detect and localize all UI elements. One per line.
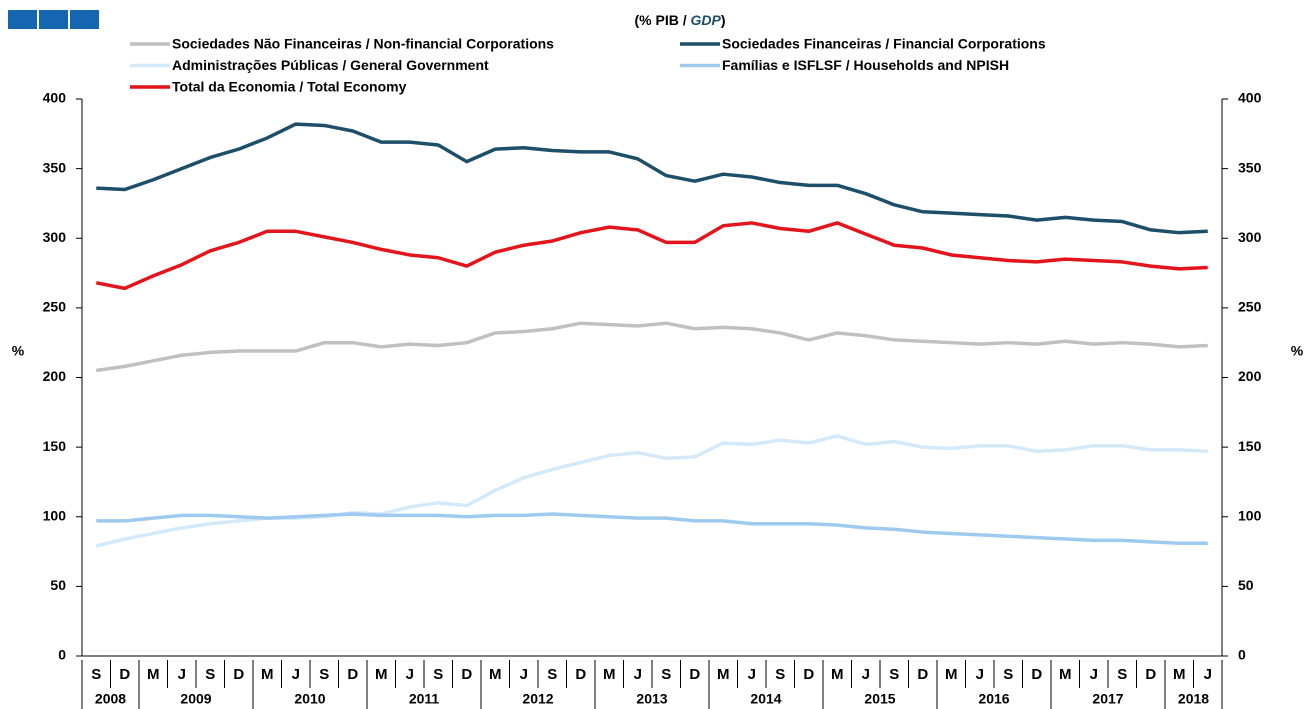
legend-label: Total da Economia / Total Economy — [172, 79, 407, 95]
x-tick-label: J — [1090, 666, 1098, 683]
y2-tick-label: 300 — [1238, 229, 1262, 245]
x-tick-label: M — [603, 666, 616, 683]
x-tick-label: J — [976, 666, 984, 683]
series-line — [95, 321, 1208, 373]
y2-tick-label: 100 — [1238, 507, 1262, 523]
x-tick-label: J — [862, 666, 870, 683]
x-group-label: 2008 — [95, 691, 126, 707]
x-group-label: 2018 — [1178, 691, 1209, 707]
logo-block — [8, 10, 37, 29]
x-tick-label: D — [119, 666, 130, 683]
x-tick-label: S — [889, 666, 899, 683]
x-tick-label: M — [375, 666, 388, 683]
x-tick-label: S — [775, 666, 785, 683]
series-line — [95, 221, 1208, 291]
series-line — [95, 434, 1208, 548]
x-tick-label: D — [917, 666, 928, 683]
x-tick-label: S — [1003, 666, 1013, 683]
y2-tick-label: 400 — [1238, 90, 1262, 106]
series-line — [96, 512, 1208, 545]
y2-tick-label: 0 — [1238, 647, 1246, 663]
logo-block — [39, 10, 68, 29]
x-group-label: 2015 — [864, 691, 895, 707]
y2-tick-label: 150 — [1238, 438, 1262, 454]
legend-label: Administrações Públicas / General Govern… — [172, 57, 489, 73]
x-group-label: 2013 — [636, 691, 667, 707]
y-tick-label: 200 — [43, 368, 67, 384]
x-tick-label: M — [1173, 666, 1186, 683]
legend-label: Sociedades Financeiras / Financial Corpo… — [722, 36, 1046, 52]
y-tick-label: 100 — [43, 507, 67, 523]
y-axis-label: % — [12, 343, 25, 359]
x-tick-label: M — [945, 666, 958, 683]
x-tick-label: D — [347, 666, 358, 683]
series-line — [96, 122, 1208, 235]
x-group-label: 2017 — [1092, 691, 1123, 707]
x-tick-label: D — [575, 666, 586, 683]
x-group-label: 2014 — [750, 691, 781, 707]
x-tick-label: S — [547, 666, 557, 683]
x-tick-label: D — [233, 666, 244, 683]
y-tick-label: 50 — [50, 577, 66, 593]
x-tick-label: J — [292, 666, 300, 683]
y2-tick-label: 50 — [1238, 577, 1254, 593]
y-tick-label: 400 — [43, 90, 67, 106]
title-emphasis: GDP — [691, 12, 722, 28]
x-tick-label: J — [406, 666, 414, 683]
x-tick-label: S — [91, 666, 101, 683]
y-tick-label: 0 — [58, 647, 66, 663]
x-tick-label: M — [831, 666, 844, 683]
x-tick-label: S — [433, 666, 443, 683]
x-tick-label: M — [1059, 666, 1072, 683]
logo-block — [70, 10, 99, 29]
x-group-label: 2010 — [294, 691, 325, 707]
x-tick-label: S — [661, 666, 671, 683]
y-tick-label: 350 — [43, 159, 67, 175]
x-tick-label: M — [261, 666, 274, 683]
x-tick-label: S — [319, 666, 329, 683]
x-tick-label: D — [461, 666, 472, 683]
x-tick-label: J — [178, 666, 186, 683]
x-tick-label: J — [520, 666, 528, 683]
x-tick-label: J — [1204, 666, 1212, 683]
x-group-label: 2011 — [409, 691, 440, 707]
x-tick-label: M — [717, 666, 730, 683]
title-text: (% PIB / — [634, 12, 690, 28]
x-tick-label: D — [803, 666, 814, 683]
x-tick-label: J — [634, 666, 642, 683]
y-tick-label: 150 — [43, 438, 67, 454]
x-group-label: 2009 — [180, 691, 211, 707]
y2-axis-label: % — [1291, 343, 1304, 359]
x-tick-label: S — [1117, 666, 1127, 683]
chart-title: (% PIB / GDP) — [634, 12, 725, 28]
x-tick-label: M — [147, 666, 160, 683]
x-tick-label: D — [689, 666, 700, 683]
y2-tick-label: 200 — [1238, 368, 1262, 384]
x-tick-label: J — [748, 666, 756, 683]
x-tick-label: D — [1145, 666, 1156, 683]
title-text: ) — [721, 12, 726, 28]
x-tick-label: S — [205, 666, 215, 683]
y-tick-label: 250 — [43, 299, 67, 315]
legend-label: Sociedades Não Financeiras / Non-financi… — [172, 36, 554, 52]
y2-tick-label: 350 — [1238, 159, 1262, 175]
x-group-label: 2012 — [522, 691, 553, 707]
y-tick-label: 300 — [43, 229, 67, 245]
x-tick-label: M — [489, 666, 502, 683]
y2-tick-label: 250 — [1238, 299, 1262, 315]
x-group-label: 2016 — [978, 691, 1009, 707]
x-tick-label: D — [1031, 666, 1042, 683]
legend-label: Famílias e ISFLSF / Households and NPISH — [722, 57, 1009, 73]
